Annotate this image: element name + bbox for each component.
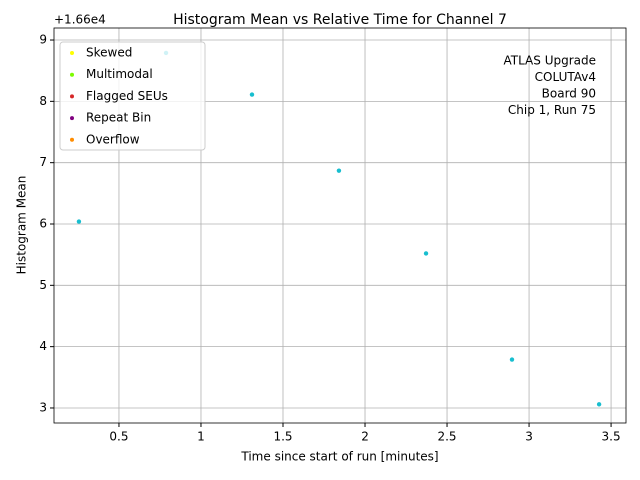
legend-box	[59, 41, 206, 151]
x-tick-label: 2	[361, 430, 369, 444]
point	[336, 168, 342, 173]
y-tick-label: 3	[39, 400, 47, 414]
y-tick-label: 7	[39, 155, 47, 169]
x-tick-label: 2.5	[437, 430, 456, 444]
y-tick-label: 9	[39, 33, 47, 47]
x-tick-label: 0.5	[109, 430, 128, 444]
x-axis-label: Time since start of run [minutes]	[240, 450, 438, 464]
x-tick-label: 3.5	[602, 430, 621, 444]
plot-frame	[53, 27, 627, 424]
point	[596, 402, 602, 407]
point	[423, 251, 429, 256]
legend-marker	[70, 72, 74, 77]
legend-marker	[70, 137, 74, 142]
legend-label: Multimodal	[86, 67, 153, 81]
x-tick-label: 1.5	[273, 430, 292, 444]
y-offset-label: +1.66e4	[54, 13, 106, 27]
y-axis-label: Histogram Mean	[15, 176, 29, 275]
annotation: ATLAS Upgrade	[503, 54, 596, 68]
y-tick-label: 5	[39, 278, 47, 292]
legend-label: Overflow	[86, 132, 140, 146]
legend-marker	[70, 51, 74, 55]
x-tick-label: 3	[525, 430, 533, 444]
y-tick-label: 8	[39, 94, 47, 108]
y-tick-label: 6	[39, 216, 47, 230]
legend-marker	[70, 94, 74, 99]
point	[249, 92, 255, 97]
legend-label: Skewed	[86, 46, 132, 60]
legend-label: Repeat Bin	[86, 111, 151, 125]
point	[76, 219, 82, 224]
annotation: COLUTAv4	[535, 70, 596, 84]
point	[509, 357, 515, 362]
annotation: Board 90	[542, 87, 596, 101]
legend-marker	[70, 116, 74, 121]
y-tick-label: 4	[39, 339, 47, 353]
legend-label: Flagged SEUs	[86, 89, 168, 103]
annotation: Chip 1, Run 75	[508, 103, 596, 117]
x-tick-label: 1	[197, 430, 205, 444]
chart-title: Histogram Mean vs Relative Time for Chan…	[173, 12, 507, 28]
